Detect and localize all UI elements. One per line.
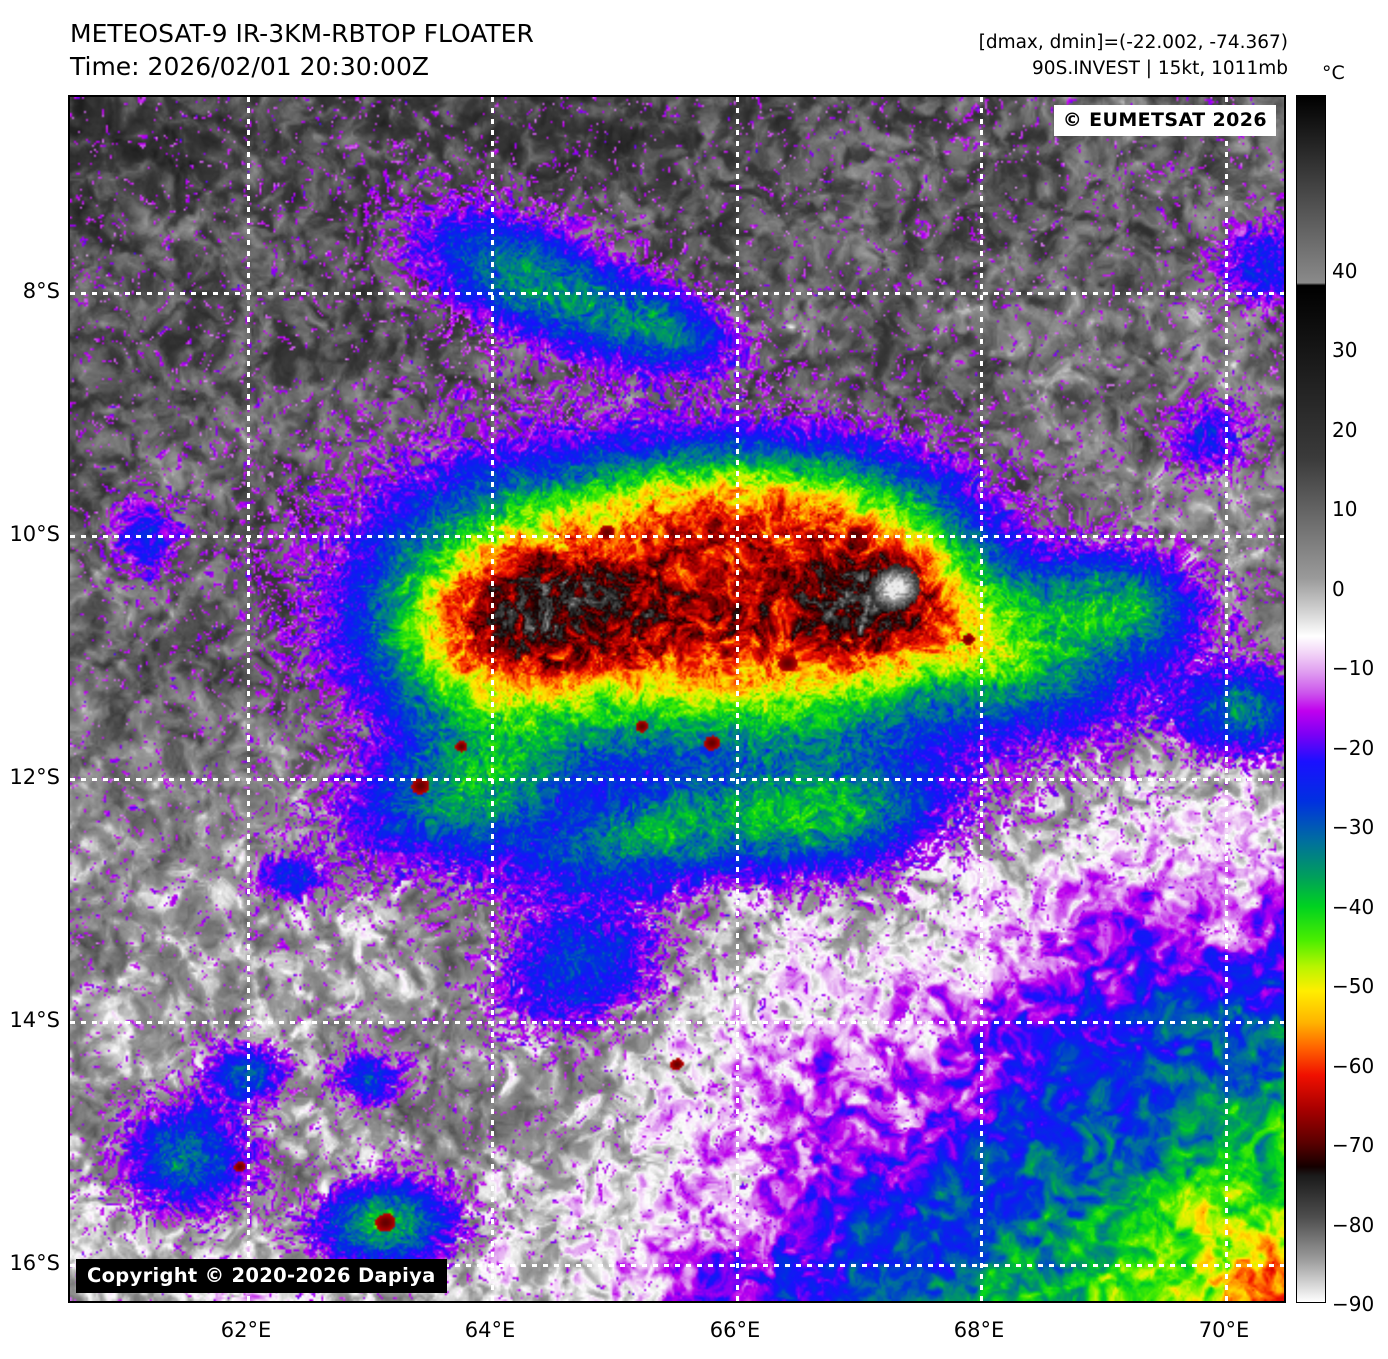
latitude-tick: 8°S bbox=[22, 279, 60, 303]
eumetsat-credit-badge: © EUMETSAT 2026 bbox=[1053, 105, 1276, 136]
storm-info: 90S.INVEST | 15kt, 1011mb bbox=[1032, 57, 1288, 79]
copyright-badge: Copyright © 2020-2026 Dapiya bbox=[76, 1259, 447, 1293]
ir-satellite-raster bbox=[70, 97, 1284, 1301]
colorbar-tick: −20 bbox=[1332, 736, 1375, 760]
colorbar-tick: 20 bbox=[1332, 418, 1358, 442]
colorbar-tick: −50 bbox=[1332, 974, 1375, 998]
colorbar-tick: −30 bbox=[1332, 815, 1375, 839]
satellite-plot[interactable]: © EUMETSAT 2026 Copyright © 2020-2026 Da… bbox=[68, 95, 1286, 1303]
colorbar-tick-labels: 40 30 20 10 0 −10 −20 −30 −40 −50 −60 −70 −80 −90 bbox=[1332, 95, 1388, 1316]
dminmax-readout: [dmax, dmin]=(-22.002, -74.367) bbox=[978, 32, 1288, 53]
colorbar-tick: 30 bbox=[1332, 338, 1358, 362]
colorbar-tick: −60 bbox=[1332, 1054, 1375, 1078]
longitude-tick: 62°E bbox=[220, 1318, 272, 1342]
colorbar-unit-label: °C bbox=[1322, 62, 1345, 84]
colorbar-gradient bbox=[1297, 96, 1325, 1302]
temperature-colorbar[interactable] bbox=[1296, 95, 1326, 1303]
latitude-tick: 14°S bbox=[9, 1008, 60, 1032]
latitude-tick: 16°S bbox=[9, 1251, 60, 1275]
timestamp-line: Time: 2026/02/01 20:30:00Z bbox=[70, 51, 429, 81]
colorbar-tick: −90 bbox=[1332, 1292, 1375, 1316]
longitude-tick: 70°E bbox=[1198, 1318, 1250, 1342]
header-right: [dmax, dmin]=(-22.002, -74.367) 90S.INVE… bbox=[979, 30, 1288, 81]
colorbar-tick: 10 bbox=[1332, 497, 1358, 521]
colorbar-tick: −40 bbox=[1332, 895, 1375, 919]
page-title: METEOSAT-9 IR-3KM-RBTOP FLOATER bbox=[70, 19, 534, 48]
longitude-tick: 68°E bbox=[953, 1318, 1005, 1342]
longitude-tick: 64°E bbox=[464, 1318, 516, 1342]
latitude-tick: 10°S bbox=[9, 522, 60, 546]
colorbar-tick: −70 bbox=[1332, 1133, 1375, 1157]
colorbar-tick: −80 bbox=[1332, 1213, 1375, 1237]
longitude-tick: 66°E bbox=[709, 1318, 761, 1342]
colorbar-tick: −10 bbox=[1332, 656, 1375, 680]
colorbar-tick: 0 bbox=[1332, 577, 1345, 601]
colorbar-tick: 40 bbox=[1332, 259, 1358, 283]
header-left: METEOSAT-9 IR-3KM-RBTOP FLOATER Time: 20… bbox=[70, 18, 534, 83]
latitude-tick: 12°S bbox=[9, 765, 60, 789]
